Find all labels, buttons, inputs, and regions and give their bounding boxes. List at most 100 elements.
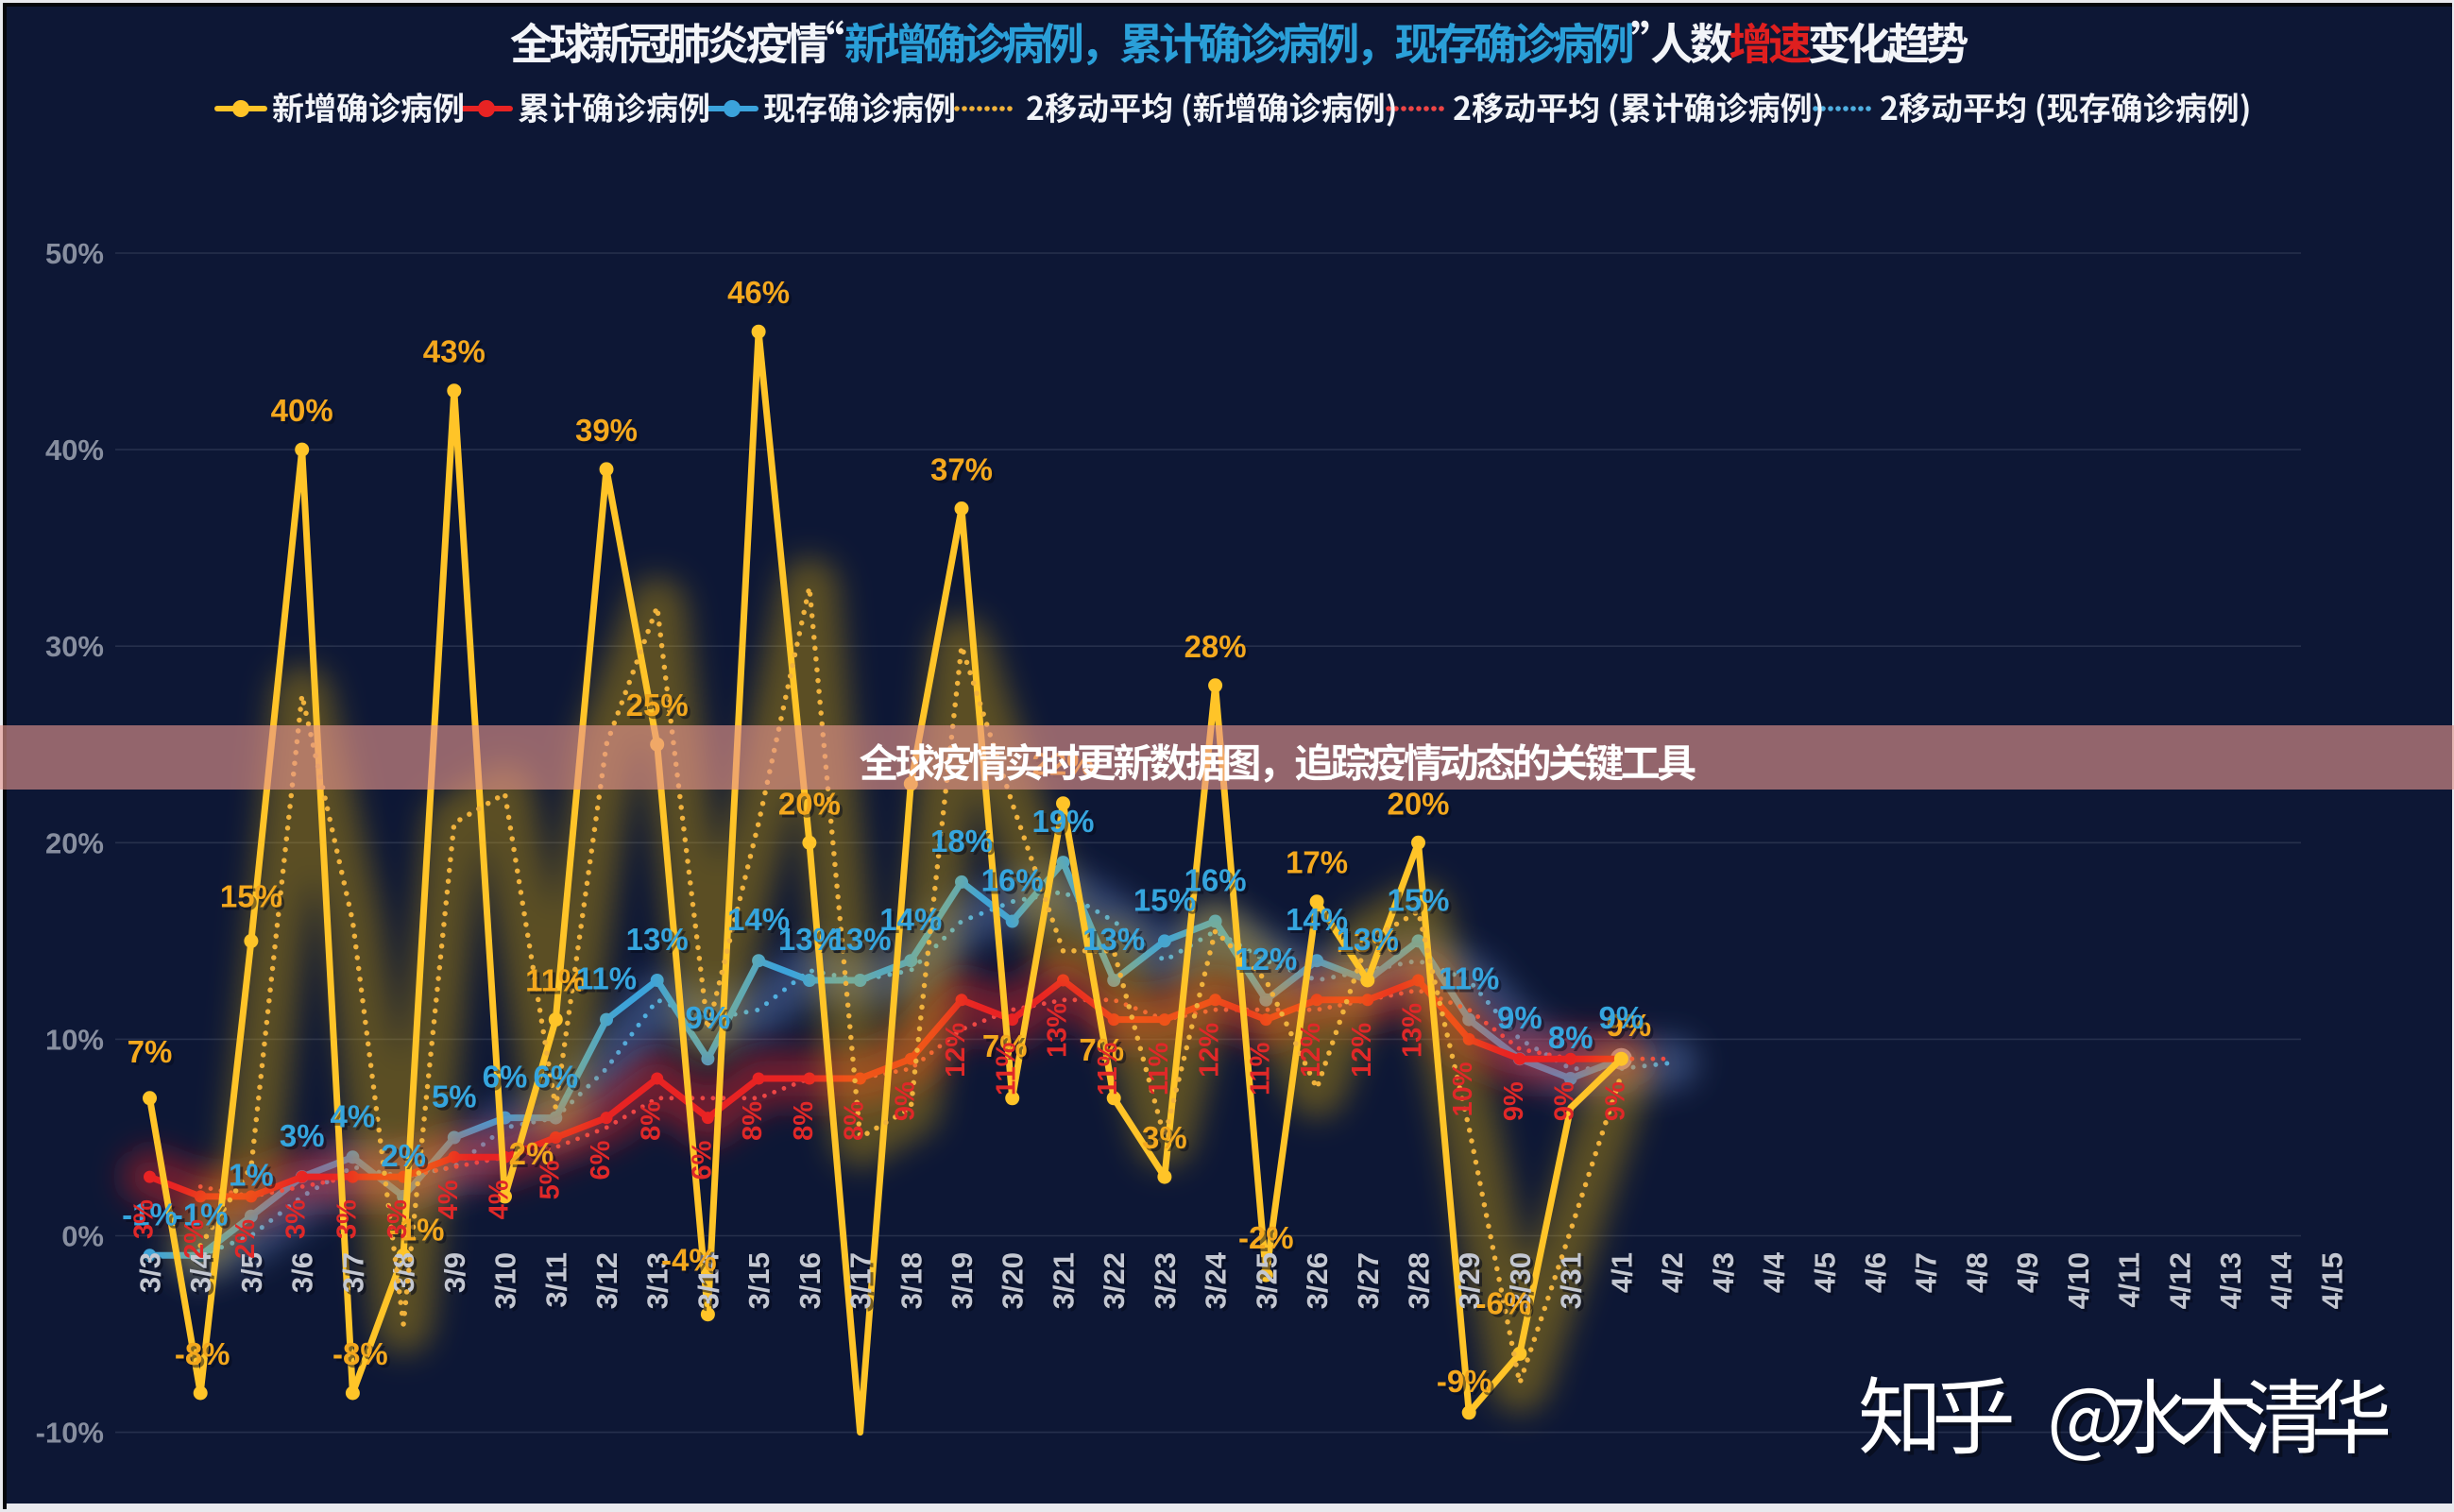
svg-text:3/19: 3/19: [948, 1255, 981, 1312]
svg-text:-1%: -1%: [122, 1197, 178, 1232]
svg-text:4/11: 4/11: [2116, 1255, 2149, 1311]
svg-text:1%: 1%: [229, 1158, 274, 1193]
svg-text:4/1: 4/1: [1608, 1255, 1641, 1296]
svg-text:3/6: 3/6: [286, 1252, 319, 1293]
svg-text:3/16: 3/16: [793, 1252, 827, 1309]
svg-text:4/10: 4/10: [2062, 1252, 2095, 1309]
svg-text:3/9: 3/9: [438, 1252, 471, 1293]
svg-text:4%: 4%: [434, 1180, 464, 1219]
svg-text:2%: 2%: [509, 1136, 554, 1171]
svg-text:3/18: 3/18: [897, 1255, 930, 1312]
svg-text:14%: 14%: [730, 905, 792, 940]
svg-text:9%: 9%: [686, 1000, 731, 1035]
svg-text:17%: 17%: [1286, 845, 1348, 880]
svg-text:4/4: 4/4: [1758, 1251, 1791, 1293]
svg-text:19%: 19%: [1031, 804, 1094, 839]
svg-text:-10%: -10%: [36, 1417, 104, 1450]
svg-text:3/24: 3/24: [1202, 1254, 1236, 1312]
svg-text:7%: 7%: [130, 1037, 176, 1072]
svg-text:3/25: 3/25: [1250, 1252, 1283, 1309]
svg-text:4/12: 4/12: [2163, 1252, 2196, 1309]
svg-text:9%: 9%: [1599, 1000, 1645, 1035]
svg-text:5%: 5%: [435, 1082, 480, 1117]
svg-text:3/8: 3/8: [387, 1252, 420, 1293]
svg-text:2%: 2%: [230, 1219, 261, 1259]
svg-text:-4%: -4%: [661, 1243, 717, 1278]
svg-text:3/4: 3/4: [187, 1254, 220, 1296]
svg-text:3/3: 3/3: [137, 1255, 170, 1296]
svg-text:3/17: 3/17: [847, 1255, 880, 1312]
svg-text:-1%: -1%: [392, 1215, 448, 1249]
svg-text:11%: 11%: [579, 964, 639, 999]
svg-text:3%: 3%: [282, 1121, 328, 1156]
svg-text:9%: 9%: [1600, 1081, 1630, 1121]
svg-text:4/13: 4/13: [2217, 1255, 2250, 1312]
svg-text:-2%: -2%: [1241, 1223, 1297, 1258]
svg-text:3/14: 3/14: [694, 1254, 727, 1312]
svg-text:16%: 16%: [1187, 866, 1250, 901]
svg-text:2%: 2%: [381, 1138, 426, 1173]
svg-text:-2%: -2%: [1238, 1220, 1294, 1255]
svg-text:37%: 37%: [930, 452, 993, 487]
svg-text:12%: 12%: [941, 1023, 971, 1078]
svg-text:3/3: 3/3: [134, 1252, 167, 1293]
svg-text:11%: 11%: [1441, 964, 1502, 999]
svg-text:9%: 9%: [1550, 1081, 1580, 1121]
svg-text:13%: 13%: [1082, 922, 1145, 957]
svg-text:11%: 11%: [528, 966, 588, 1001]
svg-text:-8%: -8%: [175, 1336, 230, 1371]
svg-text:20%: 20%: [1389, 789, 1452, 824]
svg-text:46%: 46%: [730, 278, 792, 313]
svg-text:20%: 20%: [1387, 786, 1449, 821]
svg-text:-1%: -1%: [173, 1197, 229, 1232]
svg-text:13%: 13%: [829, 922, 892, 957]
svg-text:3/29: 3/29: [1456, 1255, 1489, 1312]
svg-text:28%: 28%: [1184, 629, 1247, 664]
svg-text:20%: 20%: [45, 826, 104, 859]
svg-text:3/5: 3/5: [235, 1252, 268, 1293]
svg-text:7%: 7%: [1079, 1032, 1124, 1067]
svg-text:3/20: 3/20: [999, 1255, 1032, 1312]
svg-text:40%: 40%: [271, 393, 333, 428]
svg-text:-1%: -1%: [125, 1199, 180, 1234]
svg-text:3/27: 3/27: [1355, 1255, 1388, 1312]
svg-text:9%: 9%: [1607, 1008, 1652, 1043]
svg-text:3/28: 3/28: [1406, 1255, 1439, 1312]
svg-text:1%: 1%: [231, 1161, 277, 1196]
svg-text:15%: 15%: [1133, 882, 1196, 917]
svg-text:7%: 7%: [985, 1031, 1031, 1066]
svg-text:4/5: 4/5: [1811, 1255, 1844, 1296]
svg-text:9%: 9%: [1500, 1003, 1545, 1038]
svg-text:25%: 25%: [626, 688, 689, 722]
svg-text:12%: 12%: [1235, 942, 1297, 977]
svg-text:3/6: 3/6: [289, 1255, 322, 1296]
svg-text:3%: 3%: [280, 1118, 325, 1153]
svg-text:6%: 6%: [536, 1062, 581, 1097]
svg-text:50%: 50%: [45, 237, 104, 270]
svg-text:4%: 4%: [331, 1098, 376, 1133]
svg-text:3/21: 3/21: [1048, 1252, 1081, 1309]
svg-text:4/2: 4/2: [1656, 1252, 1689, 1293]
svg-text:3/29: 3/29: [1453, 1252, 1486, 1309]
svg-text:3/18: 3/18: [895, 1252, 928, 1309]
svg-text:9%: 9%: [1497, 1000, 1542, 1035]
svg-text:16%: 16%: [1184, 863, 1247, 898]
svg-text:13%: 13%: [781, 925, 844, 960]
svg-text:4/5: 4/5: [1808, 1252, 1841, 1293]
svg-text:3/4: 3/4: [184, 1251, 217, 1293]
svg-text:3/26: 3/26: [1301, 1252, 1334, 1309]
svg-text:4/8: 4/8: [1960, 1252, 1993, 1293]
svg-text:14%: 14%: [882, 905, 945, 940]
svg-text:30%: 30%: [45, 630, 104, 663]
svg-text:4/15: 4/15: [2316, 1252, 2349, 1309]
svg-text:4/4: 4/4: [1761, 1254, 1794, 1296]
svg-text:15%: 15%: [1136, 885, 1199, 920]
svg-text:9%: 9%: [689, 1003, 734, 1038]
svg-text:40%: 40%: [45, 433, 104, 467]
svg-text:13%: 13%: [1339, 925, 1402, 960]
svg-text:3%: 3%: [1142, 1120, 1187, 1155]
svg-text:4/2: 4/2: [1659, 1255, 1692, 1296]
svg-text:4/10: 4/10: [2065, 1255, 2098, 1312]
svg-text:6%: 6%: [533, 1060, 578, 1095]
svg-text:8%: 8%: [738, 1101, 768, 1141]
